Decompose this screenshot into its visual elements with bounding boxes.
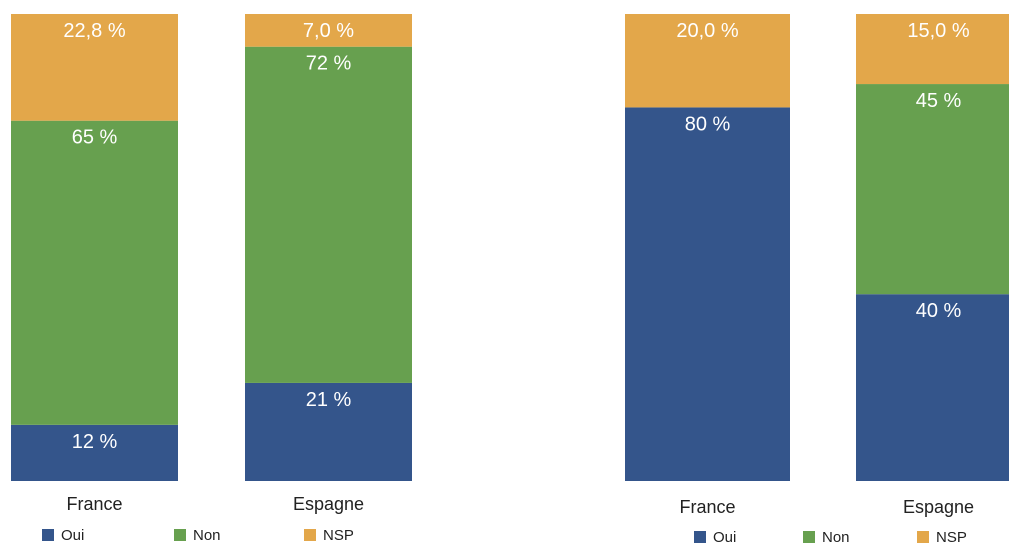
data-label: 12 % [72, 431, 118, 453]
legend-swatch-oui [42, 529, 54, 541]
legend-label: Non [822, 529, 850, 546]
bar-segment-oui-france [11, 424, 178, 481]
data-label: 40 % [916, 300, 962, 322]
legend-swatch-nsp [917, 531, 929, 543]
legend-label: Oui [713, 529, 736, 546]
legend-label: NSP [936, 529, 967, 546]
legend-swatch-non [803, 531, 815, 543]
bar-segment-nsp-espagne [856, 14, 1009, 85]
category-label: Espagne [903, 497, 974, 517]
data-label: 20,0 % [676, 20, 738, 42]
data-label: 22,8 % [63, 20, 125, 42]
legend-label: NSP [323, 527, 354, 544]
legend-label: Oui [61, 527, 84, 544]
bar-segment-non-espagne [245, 46, 412, 383]
legend-label: Non [193, 527, 221, 544]
legend-swatch-oui [694, 531, 706, 543]
category-label: France [66, 494, 122, 514]
legend-swatch-nsp [304, 529, 316, 541]
category-label: France [679, 497, 735, 517]
bar-segment-oui-france [625, 107, 790, 482]
data-label: 21 % [306, 389, 352, 411]
bar-segment-oui-espagne [245, 382, 412, 481]
bar-segment-nsp-france [11, 14, 178, 121]
data-label: 80 % [685, 113, 731, 135]
bar-segment-nsp-espagne [245, 14, 412, 47]
data-label: 15,0 % [907, 20, 969, 42]
legend-swatch-non [174, 529, 186, 541]
bar-segment-non-france [11, 120, 178, 425]
bar-segment-oui-espagne [856, 294, 1009, 481]
bar-segment-nsp-france [625, 14, 790, 108]
data-label: 45 % [916, 90, 962, 112]
data-label: 7,0 % [303, 20, 354, 42]
bar-segment-non-espagne [856, 84, 1009, 295]
category-label: Espagne [293, 494, 364, 514]
data-label: 72 % [306, 53, 352, 75]
data-label: 65 % [72, 127, 118, 149]
